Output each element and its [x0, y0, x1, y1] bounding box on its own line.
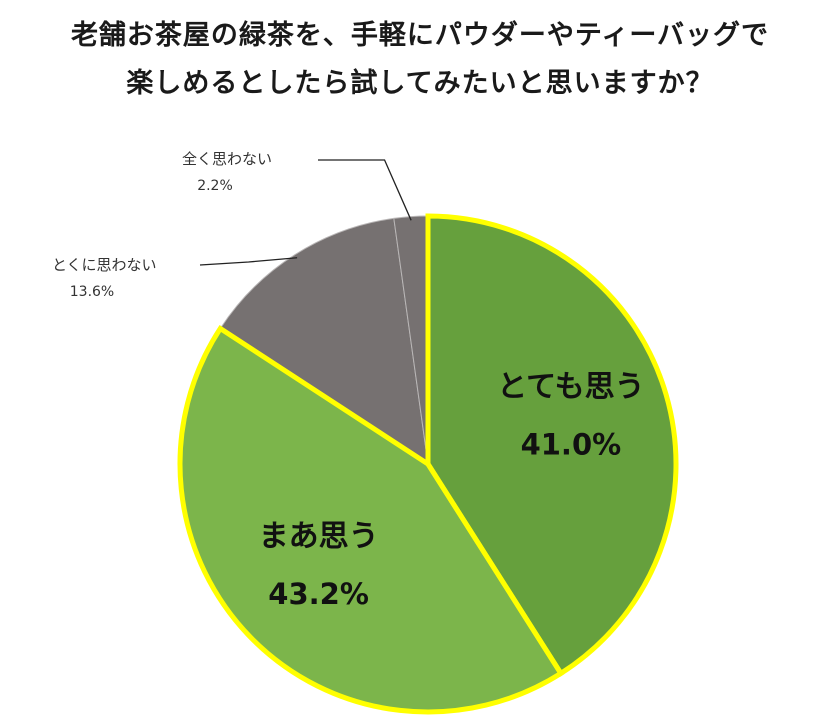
- chart-title-line-2: 楽しめるとしたら試してみたいと思いますか？: [126, 68, 714, 99]
- chart-title: 老舗お茶屋の緑茶を、手軽にパウダーやティーバッグで 楽しめるとしたら試してみたい…: [0, 12, 840, 108]
- pie-slice-2: [180, 328, 561, 712]
- slice-label-3: とくに思わない: [52, 256, 157, 274]
- pie-slice-highlight-2: [177, 325, 565, 715]
- slice-value-label-1: 41.0%: [521, 427, 622, 461]
- pie-slice-highlight-1: [425, 213, 679, 677]
- pie-highlights: [177, 213, 679, 715]
- slice-value-label-4: 2.2%: [197, 178, 233, 194]
- pie-labels: とても思う 41.0% まあ思う 43.2% とくに思わない 13.6% 全く思わない 2.2…: [52, 150, 645, 611]
- slice-label-1: とても思う: [497, 369, 645, 404]
- leader-line-3: [199, 257, 298, 266]
- slice-value-label-3: 13.6%: [70, 284, 114, 300]
- slice-label-2: まあ思う: [259, 519, 379, 554]
- slice-value-label-2: 43.2%: [268, 577, 369, 611]
- leader-line-4: [318, 159, 412, 221]
- pie-slice-3: [219, 217, 429, 466]
- slice-label-4: 全く思わない: [182, 150, 272, 168]
- pie-slices: [180, 215, 677, 712]
- chart-title-line-1: 老舗お茶屋の緑茶を、手軽にパウダーやティーバッグで: [70, 20, 770, 51]
